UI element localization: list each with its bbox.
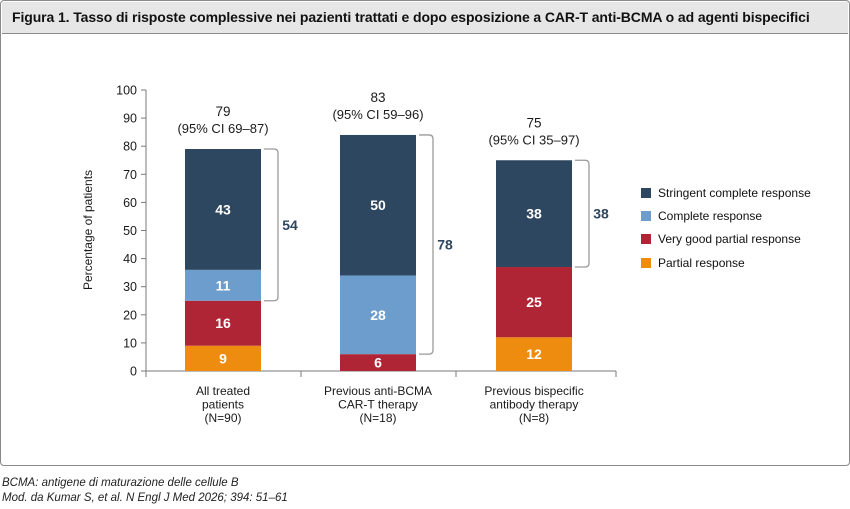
bar-segment-partial	[496, 337, 572, 371]
legend-swatch	[641, 187, 651, 198]
legend-item: Stringent complete response	[641, 181, 811, 204]
bar-segment-complete	[185, 269, 261, 301]
y-tick-label: 0	[130, 365, 137, 379]
bar-total-ci-label: (95% CI 59–96)	[332, 107, 423, 122]
bar-data-label: 11	[216, 277, 231, 293]
y-tick-label: 30	[123, 280, 137, 294]
bar-data-label: 50	[370, 197, 386, 213]
bracket-label: 38	[593, 206, 609, 222]
legend-item: Very good partial response	[641, 228, 811, 251]
footnote-abbreviation: BCMA: antigene di maturazione delle cell…	[2, 477, 239, 489]
bracket-label: 78	[437, 237, 453, 253]
bar-data-label: 38	[526, 206, 542, 222]
bracket	[575, 159, 590, 268]
bar-segment-partial	[185, 345, 261, 371]
bar-segment-stringent	[185, 149, 261, 270]
y-axis-label: Percentage of patients	[81, 170, 95, 290]
legend-label: Stringent complete response	[658, 185, 811, 200]
title-bar: Figura 1. Tasso di risposte complessive …	[2, 2, 848, 34]
x-category-label: (N=18)	[359, 411, 396, 425]
x-category-label: Previous anti-BCMA	[324, 384, 432, 398]
x-category-label: Previous bispecific	[484, 384, 583, 398]
bar-total-ci-label: (95% CI 35–97)	[488, 132, 579, 147]
bar-segment-vgpr	[496, 267, 572, 338]
x-category-label: (N=8)	[519, 411, 549, 425]
y-tick-label: 50	[123, 224, 137, 238]
x-category-label: patients	[202, 398, 244, 412]
bar-segment-vgpr	[185, 300, 261, 346]
legend-swatch	[641, 210, 651, 221]
y-tick-label: 40	[123, 252, 137, 266]
x-category-label: CAR-T therapy	[338, 398, 418, 412]
legend-label: Very good partial response	[658, 232, 801, 247]
legend-item: Complete response	[641, 204, 811, 227]
x-category-label: All treated	[196, 384, 250, 398]
bar-data-label: 9	[219, 350, 227, 366]
bar-segment-complete	[340, 275, 416, 355]
bracket-label: 54	[282, 217, 298, 233]
figure-frame: Figura 1. Tasso di risposte complessive …	[0, 0, 850, 466]
bar-total-label: 79	[215, 104, 230, 119]
x-category-label: (N=90)	[204, 411, 241, 425]
bar-segment-vgpr	[340, 354, 416, 371]
footnote-source: Mod. da Kumar S, et al. N Engl J Med 202…	[2, 492, 288, 504]
y-tick-label: 80	[123, 140, 137, 154]
legend-label: Partial response	[658, 255, 745, 270]
bracket	[419, 134, 434, 355]
legend-item: Partial response	[641, 251, 811, 274]
legend-swatch	[641, 234, 651, 245]
y-tick-label: 20	[123, 308, 137, 322]
figure-title: Figura 1. Tasso di risposte complessive …	[12, 9, 810, 25]
bar-data-label: 43	[215, 201, 231, 217]
bar-total-label: 75	[526, 115, 541, 130]
bar-data-label: 25	[526, 294, 542, 310]
y-tick-label: 70	[123, 168, 137, 182]
bar-total-label: 83	[370, 90, 385, 105]
bar-total-ci-label: (95% CI 69–87)	[177, 121, 268, 136]
chart-legend: Stringent complete response Complete resp…	[641, 181, 811, 274]
y-tick-label: 90	[123, 112, 137, 126]
y-tick-label: 60	[123, 196, 137, 210]
bar-data-label: 16	[215, 315, 231, 331]
bracket	[264, 148, 279, 302]
legend-label: Complete response	[658, 208, 763, 223]
x-category-label: antibody therapy	[490, 398, 579, 412]
bar-data-label: 28	[370, 307, 386, 323]
stacked-bar-chart: 0 10 20 30 40 50 60 70 80 90 100 Percentage of pati…	[81, 84, 617, 425]
bar-segment-stringent	[340, 134, 416, 276]
legend-swatch	[641, 257, 651, 268]
bar-segment-stringent	[496, 160, 572, 268]
y-tick-label: 10	[123, 336, 137, 350]
bar-data-label: 6	[374, 355, 382, 371]
bar-data-label: 12	[526, 346, 542, 362]
y-tick-label: 100	[116, 84, 137, 98]
